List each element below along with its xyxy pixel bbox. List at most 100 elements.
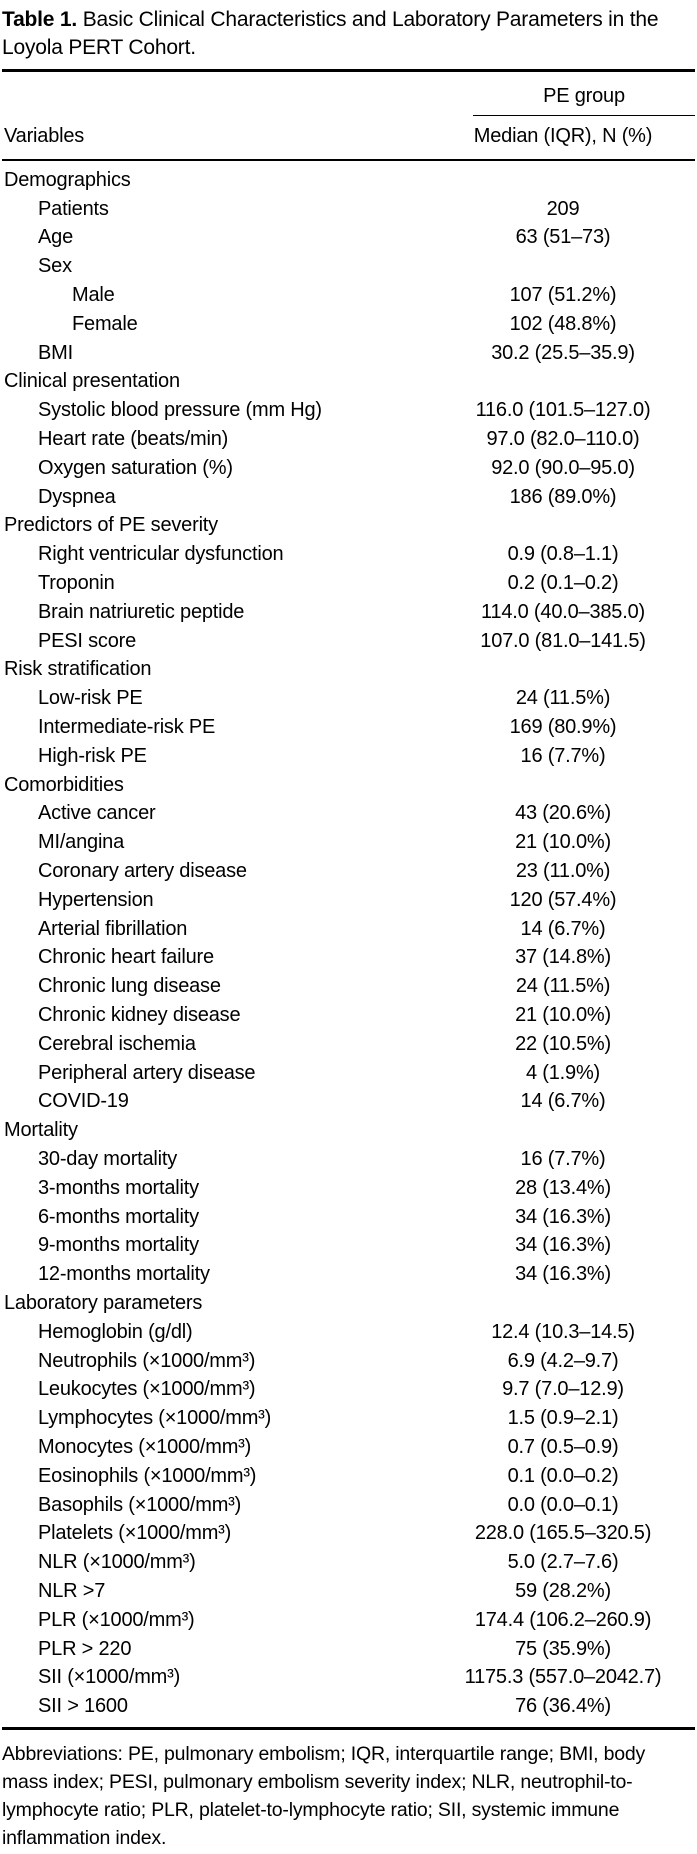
row-label: Male [72,284,115,307]
table-row: Cerebral ischemia 22 (10.5%) [2,1030,695,1059]
row-value: 0.9 (0.8–1.1) [507,543,619,566]
table-row: Comorbidities [2,771,695,800]
table-header: PE group Variables Median (IQR), N (%) [2,72,695,161]
row-value: 0.7 (0.5–0.9) [507,1435,619,1458]
row-label: Lymphocytes (×1000/mm³) [38,1407,272,1430]
row-label: Active cancer [38,802,156,825]
section-row-label: Mortality [4,1119,78,1142]
column-header-row: Variables Median (IQR), N (%) [2,116,695,159]
table-row: 3-months mortality 28 (13.4%) [2,1174,695,1203]
table-row: Heart rate (beats/min) 97.0 (82.0–110.0) [2,425,695,454]
row-label: Hypertension [38,888,154,911]
row-value: 14 (6.7%) [520,1090,606,1113]
row-value: 24 (11.5%) [515,975,611,998]
row-label: MI/angina [38,831,125,854]
table-row: Demographics [2,166,695,195]
table-row: Hypertension 120 (57.4%) [2,886,695,915]
column-group-spacer [2,72,473,116]
column-group-header-pe-group: PE group [473,72,695,116]
table-row: Laboratory parameters [2,1289,695,1318]
row-label: PLR (×1000/mm³) [38,1608,195,1631]
table-row: Troponin 0.2 (0.1–0.2) [2,569,695,598]
row-label: Sex [38,255,72,278]
table-row: Predictors of PE severity [2,512,695,541]
table-row: Leukocytes (×1000/mm³) 9.7 (7.0–12.9) [2,1375,695,1404]
table-row: Low-risk PE 24 (11.5%) [2,684,695,713]
row-value: 43 (20.6%) [515,802,611,825]
row-label: Leukocytes (×1000/mm³) [38,1378,256,1401]
row-value: 59 (28.2%) [515,1579,611,1602]
row-label: Low-risk PE [38,687,143,710]
row-label: 30-day mortality [38,1147,178,1170]
row-value: 22 (10.5%) [515,1032,611,1055]
table-row: Oxygen saturation (%) 92.0 (90.0–95.0) [2,454,695,483]
row-value: 169 (80.9%) [509,716,617,739]
table-footnote: Abbreviations: PE, pulmonary embolism; I… [2,1743,646,1850]
row-value: 21 (10.0%) [515,831,611,854]
row-value: 107.0 (81.0–141.5) [480,629,646,652]
row-label: SII > 1600 [38,1695,128,1718]
table-row: SII > 1600 76 (36.4%) [2,1692,695,1721]
row-value: 114.0 (40.0–385.0) [481,600,645,623]
row-value: 28 (13.4%) [515,1176,611,1199]
table-row: Female 102 (48.8%) [2,310,695,339]
row-label: Eosinophils (×1000/mm³) [38,1464,257,1487]
table-row: Chronic heart failure 37 (14.8%) [2,944,695,973]
row-label: NLR (×1000/mm³) [38,1551,196,1574]
table-row: 9-months mortality 34 (16.3%) [2,1231,695,1260]
table-row: Right ventricular dysfunction 0.9 (0.8–1.… [2,540,695,569]
row-label: Chronic lung disease [38,975,221,998]
row-value: 116.0 (101.5–127.0) [475,399,651,422]
table-row: Patients 209 [2,195,695,224]
table-row: Clinical presentation [2,368,695,397]
row-value: 24 (11.5%) [515,687,611,710]
row-value: 1.5 (0.9–2.1) [507,1407,619,1430]
row-label: Chronic heart failure [38,946,214,969]
table-row: SII (×1000/mm³) 1175.3 (557.0–2042.7) [2,1663,695,1692]
row-label: Brain natriuretic peptide [38,600,245,623]
table-row: Male 107 (51.2%) [2,281,695,310]
row-label: Cerebral ischemia [38,1032,196,1055]
row-value: 120 (57.4%) [509,888,617,911]
row-value: 186 (89.0%) [509,485,617,508]
row-label: Basophils (×1000/mm³) [38,1493,242,1516]
row-label: PESI score [38,629,137,652]
row-value: 9.7 (7.0–12.9) [502,1378,624,1401]
row-label: 6-months mortality [38,1205,199,1228]
row-label: Heart rate (beats/min) [38,428,229,451]
row-value: 5.0 (2.7–7.6) [507,1551,619,1574]
table-row: Peripheral artery disease 4 (1.9%) [2,1059,695,1088]
row-value: 23 (11.0%) [515,860,611,883]
row-value: 0.1 (0.0–0.2) [507,1464,619,1487]
row-label: PLR > 220 [38,1637,132,1660]
row-value: 228.0 (165.5–320.5) [474,1522,652,1545]
row-label: Chronic kidney disease [38,1004,241,1026]
row-label: Age [38,226,73,249]
row-label: Neutrophils (×1000/mm³) [38,1349,256,1372]
table-body: Demographics Patients 209 Age 63 (51–73) Sex M… [2,161,695,1727]
table-row: Risk stratification [2,656,695,685]
row-value: 92.0 (90.0–95.0) [491,456,635,479]
row-label: Monocytes (×1000/mm³) [38,1435,252,1458]
row-value: 0.2 (0.1–0.2) [507,572,619,595]
row-label: Hemoglobin (g/dl) [38,1320,193,1343]
table-row: Coronary artery disease 23 (11.0%) [2,857,695,886]
row-label: 9-months mortality [38,1234,199,1257]
row-value: 76 (36.4%) [515,1695,611,1718]
table-row: Age 63 (51–73) [2,224,695,253]
table-row: BMI 30.2 (25.5–35.9) [2,339,695,368]
section-row-label: Laboratory parameters [4,1291,203,1314]
row-value: 21 (10.0%) [515,1004,611,1026]
row-value: 6.9 (4.2–9.7) [507,1349,619,1372]
table-row: Basophils (×1000/mm³) 0.0 (0.0–0.1) [2,1491,695,1520]
column-group-row: PE group [2,72,695,116]
row-label: Coronary artery disease [38,860,247,883]
row-value: 63 (51–73) [515,226,611,249]
table-row: Monocytes (×1000/mm³) 0.7 (0.5–0.9) [2,1433,695,1462]
table-row: Mortality [2,1116,695,1145]
table-row: Systolic blood pressure (mm Hg) 116.0 (10… [2,396,695,425]
column-header-median-iqr: Median (IQR), N (%) [473,125,653,147]
table-row: PLR > 220 75 (35.9%) [2,1635,695,1664]
row-label: High-risk PE [38,744,147,767]
table-row: NLR (×1000/mm³) 5.0 (2.7–7.6) [2,1548,695,1577]
